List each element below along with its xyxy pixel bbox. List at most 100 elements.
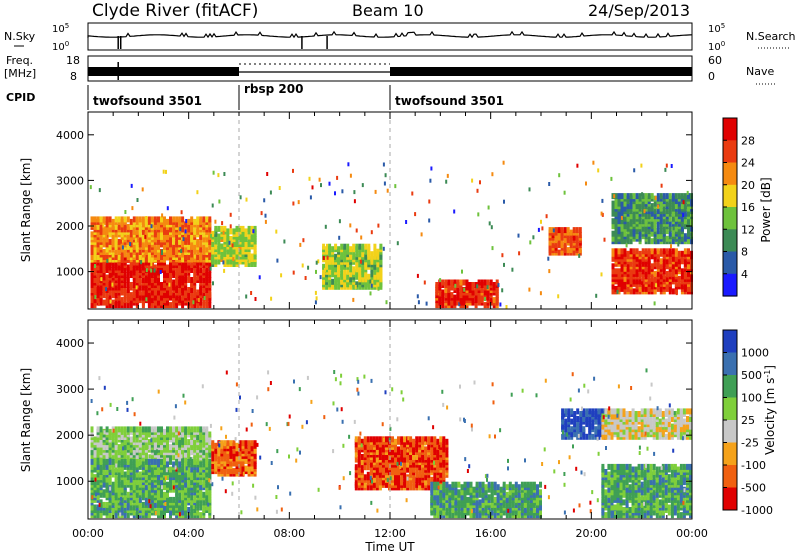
heatmap-cell [166, 482, 169, 488]
heatmap-speckle [90, 185, 92, 189]
heatmap-cell [163, 459, 166, 465]
heatmap-cell [663, 248, 666, 254]
heatmap-cell [94, 216, 97, 222]
heatmap-cell [112, 459, 115, 465]
heatmap-speckle [151, 224, 153, 228]
heatmap-cell [573, 227, 576, 233]
heatmap-cell [130, 437, 133, 443]
heatmap-cell [242, 226, 245, 232]
heatmap-speckle [245, 295, 247, 299]
heatmap-speckle [601, 272, 603, 276]
heatmap-speckle [428, 219, 430, 223]
heatmap-speckle [292, 169, 294, 173]
heatmap-speckle [221, 221, 223, 225]
heatmap-cell [142, 426, 145, 432]
heatmap-speckle [463, 288, 465, 292]
y-tick-label: 1000 [56, 266, 84, 279]
colorbar-swatch [723, 274, 737, 297]
heatmap-cell [346, 244, 349, 250]
heatmap-cell [121, 297, 124, 303]
heatmap-speckle [168, 283, 170, 287]
heatmap-speckle [479, 180, 481, 184]
heatmap-cell [181, 459, 184, 465]
heatmap-cell [490, 280, 493, 286]
heatmap-cell [397, 436, 400, 442]
heatmap-speckle [353, 190, 355, 194]
heatmap-cell [193, 219, 196, 225]
heatmap-speckle [94, 264, 96, 268]
heatmap-cell [106, 502, 109, 508]
heatmap-speckle [370, 291, 372, 295]
heatmap-cell [567, 247, 570, 253]
heatmap-cell [217, 234, 220, 240]
heatmap-cell [627, 193, 630, 199]
colorbar-tick-label: 4 [741, 268, 748, 281]
heatmap-cell [421, 436, 424, 442]
heatmap-cell [624, 193, 627, 199]
heatmap-speckle [655, 283, 657, 287]
heatmap-speckle [576, 164, 578, 168]
heatmap-cell [181, 426, 184, 432]
heatmap-cell [166, 461, 169, 467]
heatmap-speckle [677, 243, 679, 247]
heatmap-speckle [426, 302, 428, 306]
heatmap-cell [220, 440, 223, 446]
heatmap-cell [169, 426, 172, 432]
heatmap-cell [251, 440, 254, 446]
heatmap-speckle [418, 300, 420, 304]
heatmap-cell [460, 280, 463, 286]
heatmap-cell [397, 446, 400, 452]
colorbar-tick-label: 8 [741, 246, 748, 259]
heatmap-cell [136, 216, 139, 222]
cpid-segment-label: twofsound 3501 [395, 94, 504, 108]
heatmap-speckle [666, 274, 668, 278]
heatmap-cell [226, 228, 229, 234]
heatmap-speckle [617, 290, 619, 294]
heatmap-cell [130, 282, 133, 288]
heatmap-cell [226, 440, 229, 446]
heatmap-speckle [411, 192, 413, 196]
heatmap-speckle [211, 257, 213, 261]
heatmap-cell [205, 426, 208, 432]
heatmap-speckle [383, 163, 385, 167]
heatmap-speckle [511, 268, 513, 272]
colorbar-tick-label: 24 [741, 157, 755, 170]
heatmap-speckle [471, 179, 473, 183]
heatmap-speckle [445, 180, 447, 184]
heatmap-cell [91, 426, 94, 432]
heatmap-cell [175, 459, 178, 465]
heatmap-speckle [429, 179, 431, 183]
heatmap-cell [229, 228, 232, 234]
heatmap-speckle [240, 195, 242, 199]
heatmap-speckle [386, 300, 388, 304]
heatmap-cell [373, 436, 376, 442]
heatmap-speckle [122, 245, 124, 249]
heatmap-cell [190, 262, 193, 268]
heatmap-cell [136, 459, 139, 465]
heatmap-cell [106, 216, 109, 222]
heatmap-cell [450, 292, 453, 298]
heatmap-speckle [529, 240, 531, 244]
heatmap-speckle [655, 196, 657, 200]
heatmap-speckle [302, 264, 304, 268]
heatmap-speckle [503, 161, 505, 165]
heatmap-cell [124, 472, 127, 478]
heatmap-speckle [275, 230, 277, 234]
heatmap-speckle [309, 177, 311, 181]
heatmap-speckle [687, 191, 689, 195]
heatmap-cell [666, 248, 669, 254]
heatmap-cell [103, 459, 106, 465]
heatmap-cell [106, 275, 109, 281]
heatmap-speckle [377, 224, 379, 228]
heatmap-speckle [349, 223, 351, 227]
heatmap-cell [208, 216, 211, 222]
heatmap-cell [211, 440, 214, 446]
heatmap-cell [493, 282, 496, 288]
heatmap-speckle [270, 191, 272, 195]
heatmap-cell [615, 248, 618, 254]
heatmap-cell [118, 216, 121, 222]
heatmap-speckle [146, 268, 148, 272]
colorbar-tick-label: 28 [741, 134, 755, 147]
y-tick-label: 3000 [56, 174, 84, 187]
heatmap-speckle [320, 275, 322, 279]
